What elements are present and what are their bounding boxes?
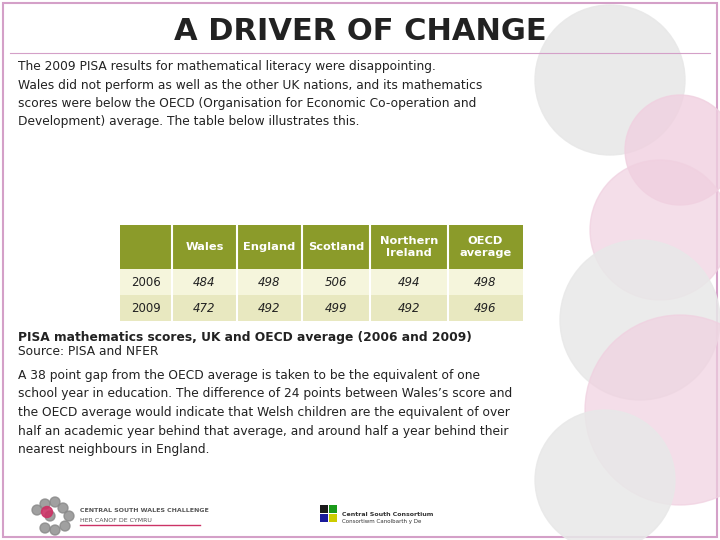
FancyBboxPatch shape <box>120 225 172 269</box>
Circle shape <box>535 410 675 540</box>
Text: 2006: 2006 <box>131 275 161 288</box>
Circle shape <box>64 511 74 521</box>
Circle shape <box>50 497 60 507</box>
Circle shape <box>585 315 720 505</box>
Text: The 2009 PISA results for mathematical literacy were disappointing.
Wales did no: The 2009 PISA results for mathematical l… <box>18 60 482 129</box>
Text: PISA mathematics scores, UK and OECD average (2006 and 2009): PISA mathematics scores, UK and OECD ave… <box>18 331 472 344</box>
FancyBboxPatch shape <box>329 514 337 522</box>
Text: 492: 492 <box>397 301 420 314</box>
Circle shape <box>40 499 50 509</box>
Circle shape <box>50 525 60 535</box>
Text: OECD
average: OECD average <box>459 236 512 258</box>
Text: 496: 496 <box>474 301 497 314</box>
Text: 492: 492 <box>258 301 281 314</box>
FancyBboxPatch shape <box>320 505 328 513</box>
Circle shape <box>45 511 55 521</box>
FancyBboxPatch shape <box>320 514 328 522</box>
Circle shape <box>535 5 685 155</box>
Circle shape <box>32 505 42 515</box>
Text: Wales: Wales <box>185 242 224 252</box>
Text: A DRIVER OF CHANGE: A DRIVER OF CHANGE <box>174 17 546 46</box>
Text: Consortiwm Canolbarth y De: Consortiwm Canolbarth y De <box>342 519 421 524</box>
Circle shape <box>590 160 720 300</box>
Text: 506: 506 <box>325 275 347 288</box>
Circle shape <box>60 521 70 531</box>
Circle shape <box>625 95 720 205</box>
Text: 494: 494 <box>397 275 420 288</box>
FancyBboxPatch shape <box>120 269 523 295</box>
FancyBboxPatch shape <box>120 295 523 321</box>
Circle shape <box>58 503 68 513</box>
Text: CENTRAL SOUTH WALES CHALLENGE: CENTRAL SOUTH WALES CHALLENGE <box>80 508 209 512</box>
Text: A 38 point gap from the OECD average is taken to be the equivalent of one
school: A 38 point gap from the OECD average is … <box>18 369 512 456</box>
Text: England: England <box>243 242 296 252</box>
FancyBboxPatch shape <box>120 225 523 269</box>
Text: HER CANOF DE CYMRU: HER CANOF DE CYMRU <box>80 517 152 523</box>
Text: Scotland: Scotland <box>308 242 364 252</box>
Text: 498: 498 <box>474 275 497 288</box>
Text: Central South Consortium: Central South Consortium <box>342 511 433 516</box>
Text: Source: PISA and NFER: Source: PISA and NFER <box>18 345 158 358</box>
Circle shape <box>42 507 53 517</box>
Text: Northern
Ireland: Northern Ireland <box>380 236 438 258</box>
Circle shape <box>40 523 50 533</box>
Text: 499: 499 <box>325 301 347 314</box>
Text: 472: 472 <box>193 301 216 314</box>
Circle shape <box>560 240 720 400</box>
Text: 498: 498 <box>258 275 281 288</box>
FancyBboxPatch shape <box>329 505 337 513</box>
Text: 484: 484 <box>193 275 216 288</box>
FancyBboxPatch shape <box>3 3 717 537</box>
Text: 2009: 2009 <box>131 301 161 314</box>
